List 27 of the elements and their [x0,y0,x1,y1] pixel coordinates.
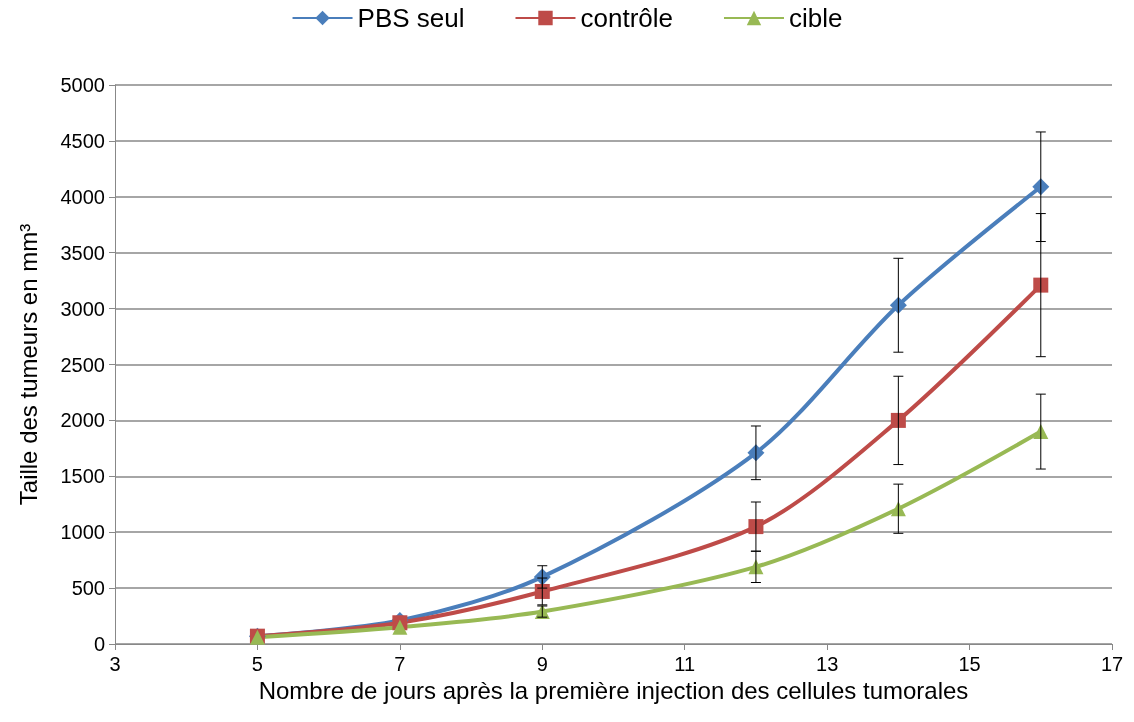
x-tick-label: 3 [109,653,121,675]
x-tick-label: 15 [958,653,981,675]
legend-label: contrôle [580,3,673,33]
y-axis-title: Taille des tumeurs en mm³ [14,223,42,506]
y-tick-label: 4500 [60,129,105,152]
y-tick-label: 2000 [60,409,105,432]
y-tick-label: 5000 [60,74,105,96]
y-tick-label: 0 [93,633,105,655]
y-tick-label: 1000 [60,521,105,544]
y-tick-label: 3000 [60,297,105,320]
point [392,619,408,635]
x-tick-label: 17 [1100,653,1124,675]
point [890,412,906,428]
legend-label: cible [788,3,843,33]
x-tick-label: 11 [674,653,696,675]
legend-label: PBS seul [357,3,465,33]
y-tick-label: 2500 [60,353,105,376]
y-tick-label: 500 [71,577,105,600]
y-tick-label: 1500 [60,465,105,488]
y-tick-label: 4000 [60,185,105,208]
x-tick-label: 9 [536,653,548,675]
x-tick-label: 13 [816,653,839,675]
x-axis-title: Nombre de jours après la première injection des cellules tumorales [258,677,969,705]
y-tick-label: 3500 [60,241,105,264]
x-tick-label: 5 [251,653,263,675]
x-tick-label: 7 [394,653,406,675]
point [1033,277,1049,293]
